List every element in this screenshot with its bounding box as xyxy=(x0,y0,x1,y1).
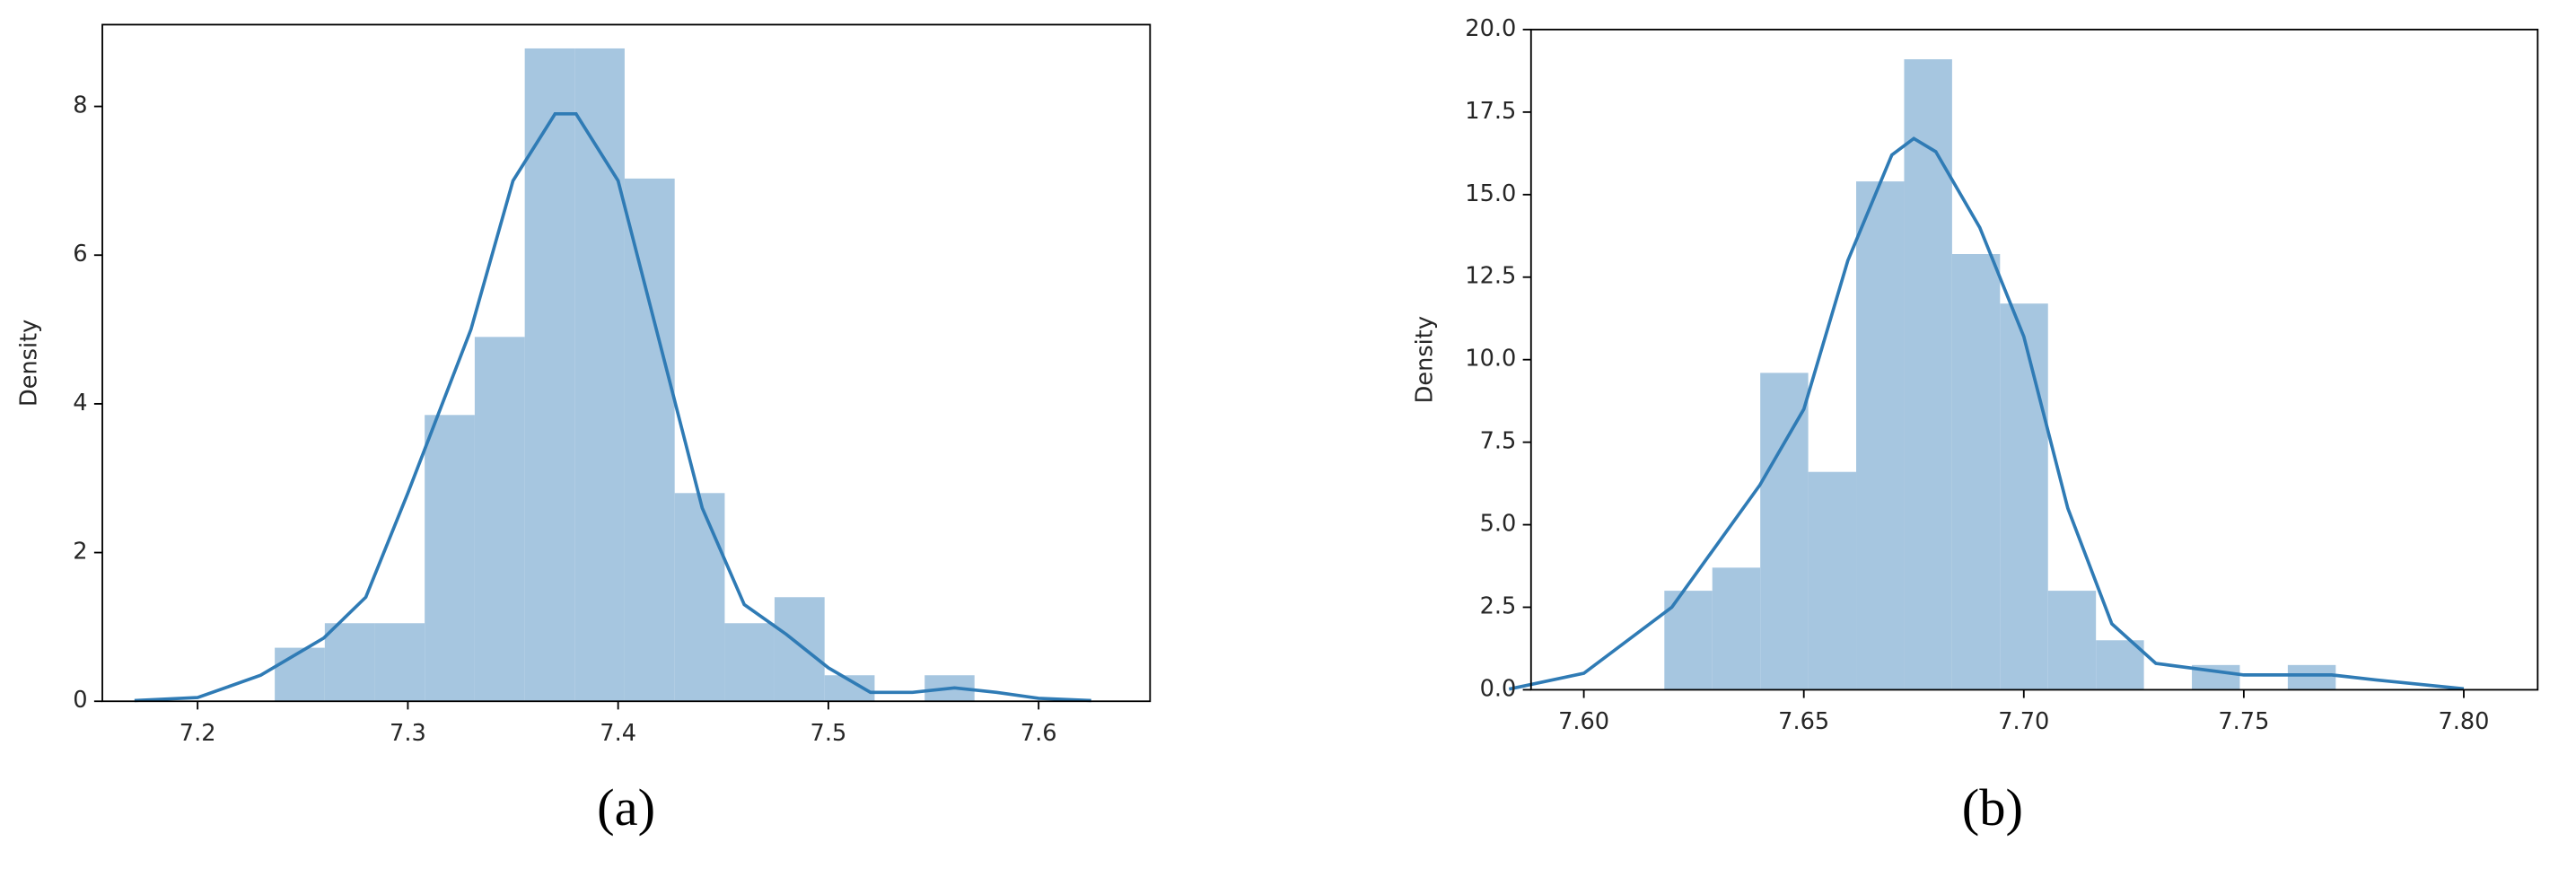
x-tick-label: 7.6 xyxy=(1021,720,1057,747)
x-tick-label: 7.5 xyxy=(810,720,847,747)
y-tick-label: 5.0 xyxy=(1480,511,1517,538)
y-tick-label: 10.0 xyxy=(1465,346,1516,373)
y-tick-label: 15.0 xyxy=(1465,180,1516,207)
histogram-bar xyxy=(774,597,825,702)
histogram-bar xyxy=(674,493,725,702)
x-tick-label: 7.4 xyxy=(600,720,636,747)
y-tick-label: 8 xyxy=(73,92,87,119)
histogram-bar xyxy=(1856,181,1905,690)
kde-line xyxy=(134,112,1091,703)
histogram-bar xyxy=(2000,303,2048,690)
histogram-bar xyxy=(374,623,425,702)
kde-line xyxy=(1508,136,2465,691)
histogram-bar xyxy=(425,415,475,702)
histogram-bar xyxy=(2047,591,2097,690)
x-tick-label: 7.65 xyxy=(1778,708,1829,735)
y-tick-label: 7.5 xyxy=(1480,428,1517,455)
x-tick-label: 7.70 xyxy=(1998,708,2049,735)
y-axis-label: Density xyxy=(16,320,43,407)
histogram-bar xyxy=(724,623,775,702)
y-tick-label: 12.5 xyxy=(1465,263,1516,290)
x-tick-label: 7.60 xyxy=(1558,708,1609,735)
histogram-bar xyxy=(1904,59,1952,690)
histogram-bar xyxy=(275,647,325,702)
histogram-bar xyxy=(1951,254,2001,690)
y-tick-label: 0.0 xyxy=(1480,675,1517,702)
x-tick-label: 7.80 xyxy=(2438,708,2489,735)
histogram-bar xyxy=(1808,471,1857,690)
plot-frame xyxy=(101,23,1152,703)
y-tick-label: 4 xyxy=(73,390,87,417)
caption: (b) xyxy=(1962,778,2023,837)
y-tick-label: 6 xyxy=(73,241,87,267)
histogram-bar xyxy=(324,623,375,702)
y-axis-label: Density xyxy=(1412,316,1439,403)
histogram-bar xyxy=(624,178,675,702)
histogram-bar xyxy=(1712,567,1761,690)
histogram-bar xyxy=(1760,373,1809,690)
y-tick-label: 0 xyxy=(73,687,87,714)
x-tick-label: 7.75 xyxy=(2218,708,2269,735)
x-tick-label: 7.3 xyxy=(390,720,426,747)
x-tick-label: 7.2 xyxy=(180,720,216,747)
histogram-bar xyxy=(574,48,625,702)
histogram-bar xyxy=(2287,664,2336,690)
y-tick-label: 2.5 xyxy=(1480,592,1517,619)
caption: (a) xyxy=(597,778,655,837)
y-tick-label: 2 xyxy=(73,539,87,566)
y-tick-label: 20.0 xyxy=(1465,15,1516,42)
y-tick-label: 17.5 xyxy=(1465,98,1516,125)
histogram-bar xyxy=(524,48,575,702)
histogram-bar xyxy=(2096,640,2144,690)
histogram-bar xyxy=(474,337,525,702)
